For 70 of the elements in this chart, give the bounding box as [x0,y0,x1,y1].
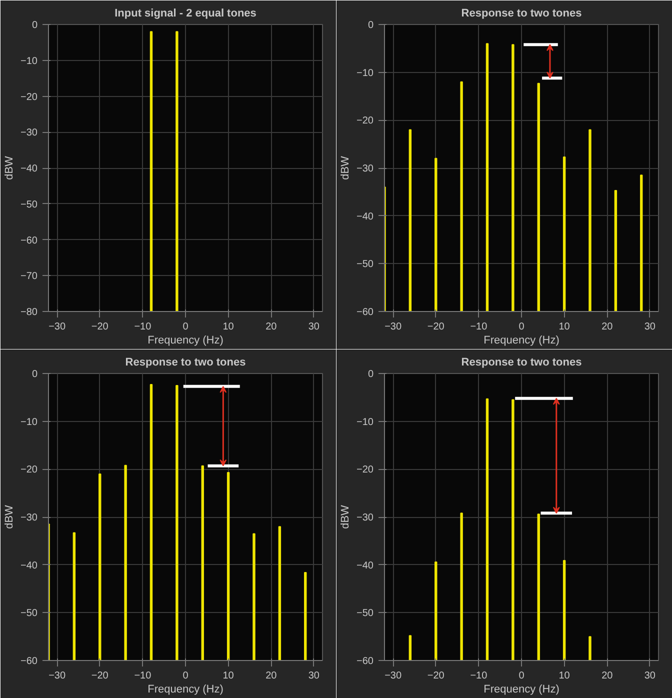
x-tick-label: −10 [470,322,488,332]
x-tick-label: −10 [470,670,488,682]
x-axis-title: Frequency (Hz) [484,334,560,346]
y-tick-label: −80 [20,307,38,318]
x-tick-label: 0 [182,322,189,332]
y-tick-label: −30 [356,512,374,524]
x-axis-title: Frequency (Hz) [148,334,224,346]
y-axis-title: dBW [4,155,16,180]
y-tick-label: 0 [368,20,374,31]
x-tick-label: 10 [222,322,234,332]
x-tick-label: −30 [48,670,66,682]
y-axis-title: dBW [340,504,352,529]
x-tick-label: 0 [182,670,189,682]
y-tick-label: −60 [20,656,38,667]
chart-title: Response to two tones [125,356,246,368]
x-tick-label: 10 [558,670,570,682]
y-tick-label: −50 [356,608,374,620]
chart-title: Response to two tones [461,8,582,20]
x-tick-label: 10 [222,670,234,682]
x-tick-label: 20 [266,322,278,332]
x-tick-label: 20 [602,670,614,682]
x-tick-label: 30 [308,322,320,332]
x-tick-label: 30 [644,322,656,332]
y-tick-label: −40 [20,560,38,572]
y-tick-label: −10 [356,68,374,79]
x-tick-label: −20 [91,322,109,332]
y-tick-label: −40 [356,560,374,572]
y-tick-label: −60 [356,656,374,667]
x-tick-label: −20 [427,322,445,332]
y-tick-label: −60 [20,235,38,246]
y-tick-label: −20 [20,92,38,103]
y-tick-label: −30 [356,164,374,174]
y-tick-label: −20 [20,464,38,476]
x-tick-label: −30 [384,322,402,332]
y-tick-label: −40 [20,164,38,174]
x-tick-label: 30 [644,670,656,682]
x-tick-label: 10 [558,322,570,332]
x-tick-label: 0 [518,670,525,682]
x-tick-label: −20 [91,670,109,682]
x-tick-label: 30 [308,670,320,682]
chart-title: Input signal - 2 equal tones [114,8,256,20]
y-tick-label: −30 [20,512,38,524]
y-axis-title: dBW [340,155,352,180]
y-tick-label: −30 [20,128,38,139]
x-tick-label: 0 [518,322,525,332]
y-tick-label: −40 [356,211,374,222]
y-tick-label: 0 [368,369,374,380]
y-tick-label: −50 [356,259,374,270]
x-axis-title: Frequency (Hz) [484,684,560,696]
y-tick-label: −50 [20,199,38,210]
y-tick-label: 0 [32,369,38,380]
chart-title: Response to two tones [461,356,582,368]
x-tick-label: 20 [266,670,278,682]
x-tick-label: −10 [134,322,152,332]
x-tick-label: −30 [48,322,66,332]
y-axis-title: dBW [4,504,16,529]
y-tick-label: −60 [356,307,374,318]
y-tick-label: −10 [20,416,38,428]
x-tick-label: −20 [427,670,445,682]
x-tick-label: −10 [134,670,152,682]
x-axis-title: Frequency (Hz) [148,684,224,696]
y-tick-label: −10 [20,56,38,67]
x-tick-label: 20 [602,322,614,332]
y-tick-label: 0 [32,20,38,31]
y-tick-label: −20 [356,464,374,476]
y-tick-label: −10 [356,416,374,428]
y-tick-label: −70 [20,271,38,282]
y-tick-label: −50 [20,608,38,620]
x-tick-label: −30 [384,670,402,682]
y-tick-label: −20 [356,116,374,127]
